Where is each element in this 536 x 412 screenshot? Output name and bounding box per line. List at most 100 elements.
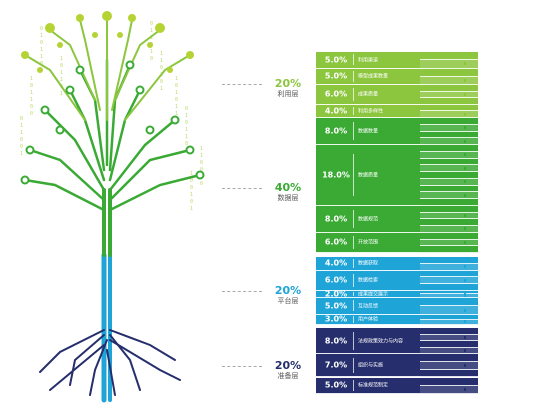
root-line [39,329,105,373]
sub-indicator-note [464,285,506,289]
binary-digit: 1 [150,35,153,41]
indicator-row: 8.0% 数据数量 [316,118,420,145]
branch-node-ring [40,105,50,115]
sub-indicator-note [464,220,506,224]
sub-indicator-stripe [420,294,478,298]
sub-indicator-note [464,112,506,116]
sub-indicator-note [464,132,506,136]
indicator-percent: 6.0% [324,89,348,99]
sub-indicator-stripe [420,291,478,295]
indicator-percent: 6.0% [324,237,348,247]
branch-node-ring [55,125,65,135]
indicator-name: 法规政策效力与内容 [358,338,404,345]
binary-digit: 0 [190,199,193,205]
indicator-percent: 4.0% [324,106,348,116]
root-line [49,344,105,391]
sub-indicator-stripe [420,178,478,186]
binary-digit: 1 [160,51,163,57]
row-divider [353,357,354,374]
indicator-percent: 8.0% [324,126,348,136]
branch-line [108,118,177,192]
indicator-name: 开放范围 [358,239,379,246]
indicator-row: 8.0% 数据规范 [316,205,420,233]
upper-branch-line [24,54,86,121]
branch-line [108,148,192,202]
branch-node-ring [135,85,145,95]
sub-indicator-stripe [420,306,478,315]
weight-stacked-chart: 5.0% 利用渠道 5.0% 模型成果数量 6.0% 成果质量 4.0% 利用多样性 8.0% 数… [316,0,526,412]
leaf-dot [147,42,153,48]
indicator-name: 成果提交展示 [358,291,389,298]
layer-percent: 20% [274,77,302,90]
sub-indicator-note [464,99,506,103]
sub-indicator-stripe [420,85,478,92]
binary-digit: 1 [30,90,33,96]
binary-digit: 0 [20,144,23,150]
binary-digit: 1 [40,47,43,53]
sub-indicator-note [464,180,506,184]
upper-branch-line [49,29,96,101]
binary-digit: 0 [190,178,193,184]
indicator-percent: 7.0% [324,360,348,370]
indicator-row: 3.0% 用户体验 [316,314,420,325]
sub-indicator-note [464,126,506,130]
sub-indicator-stripe [420,341,478,348]
sub-indicator-stripe [420,328,478,335]
binary-digit: 1 [20,123,23,129]
branch-node-ring [25,145,35,155]
binary-digit: 1 [200,146,203,152]
sub-indicator-stripe [420,270,478,278]
binary-digit: 0 [20,116,23,122]
indicator-row: 4.0% 数据获取 [316,257,420,271]
layer-label-data: 40% 数据层 [258,182,318,203]
indicator-percent: 5.0% [324,380,348,390]
binary-digit: 0 [20,137,23,143]
leaf-dot [92,32,98,38]
sub-indicator-stripe [420,158,478,166]
branch-line [28,148,106,202]
branch-line [43,108,106,192]
sub-indicator-note [464,258,506,262]
sub-indicator-stripe [420,205,478,213]
row-divider [353,379,354,391]
root-line [109,329,176,361]
sub-indicator-stripe [420,111,478,118]
sub-indicator-stripe [420,104,478,112]
binary-digit: 1 [40,33,43,39]
sub-indicator-stripe [420,131,478,139]
leaf-dot [128,14,136,22]
sub-indicator-stripe [420,165,478,172]
indicator-name: 互动反馈 [358,303,379,310]
branch-line [23,178,106,212]
sub-indicator-note [464,139,506,143]
layer-connector-line [222,188,262,189]
sub-indicator-stripe [420,319,478,325]
branch-node-ring [195,170,205,180]
binary-digit: 0 [185,106,188,112]
binary-digit: 1 [30,76,33,82]
binary-digit: 1 [190,192,193,198]
sub-indicator-note [464,227,506,231]
binary-digit: 1 [185,134,188,140]
row-divider [353,106,354,116]
sub-indicator-stripe [420,60,478,69]
row-divider [353,209,354,228]
indicator-row: 7.0% 组织与实施 [316,354,420,378]
row-divider [353,291,354,296]
layer-percent: 20% [274,284,302,297]
sub-indicator-note [464,371,506,375]
root-line [109,339,181,381]
sub-indicator-note [464,173,506,177]
indicator-percent: 8.0% [324,336,348,346]
indicator-row: 6.0% 数据检索 [316,270,420,291]
sub-indicator-stripe [420,297,478,307]
indicator-row: 5.0% 利用渠道 [316,52,420,69]
leaf-dot [45,23,55,33]
layer-label-platform: 20% 平台层 [258,285,318,306]
leaf-dot [167,67,173,73]
row-divider [353,331,354,350]
binary-digit: 0 [160,65,163,71]
binary-digit: 1 [160,58,163,64]
sub-indicator-note [464,54,506,58]
binary-digit: 0 [30,83,33,89]
